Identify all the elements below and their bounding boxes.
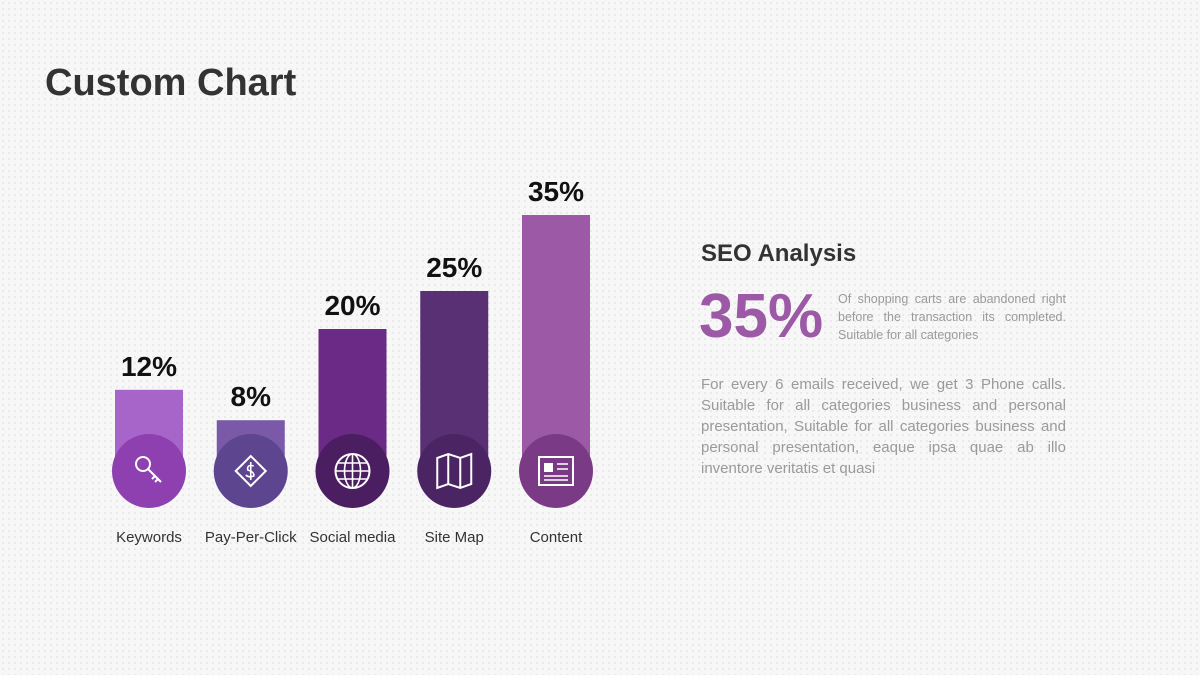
icon bbox=[234, 454, 268, 488]
icon bbox=[335, 454, 370, 488]
chart-title: Custom Chart bbox=[45, 62, 297, 104]
icon bbox=[544, 463, 553, 472]
panel-title: SEO Analysis bbox=[701, 240, 857, 267]
category-label: Content bbox=[530, 529, 583, 546]
icon bbox=[436, 452, 473, 490]
icon bbox=[135, 456, 151, 472]
icon bbox=[544, 463, 568, 481]
category-label: Pay-Per-Click bbox=[205, 529, 297, 546]
value-label: 12% bbox=[121, 351, 177, 382]
icon bbox=[135, 456, 162, 483]
icon-circle bbox=[417, 434, 492, 508]
value-label: 35% bbox=[528, 176, 584, 207]
value-label: 8% bbox=[231, 381, 272, 412]
icon bbox=[147, 468, 162, 483]
category-label: Site Map bbox=[425, 529, 484, 546]
icon bbox=[538, 456, 574, 486]
paragraph: For every 6 emails received, we get 3 Ph… bbox=[701, 376, 1066, 477]
icon bbox=[334, 453, 371, 489]
big-stat: 35% bbox=[699, 282, 824, 351]
icon bbox=[538, 456, 574, 486]
icon-circle bbox=[519, 434, 593, 508]
icon bbox=[245, 462, 255, 480]
stat-text: Of shopping carts are abandoned right be… bbox=[838, 292, 1066, 342]
icon bbox=[436, 452, 473, 490]
value-label: 20% bbox=[324, 290, 380, 321]
category-label: Social media bbox=[310, 529, 397, 546]
category-label: Keywords bbox=[116, 529, 182, 546]
value-label: 25% bbox=[426, 252, 482, 283]
icon bbox=[234, 454, 268, 488]
